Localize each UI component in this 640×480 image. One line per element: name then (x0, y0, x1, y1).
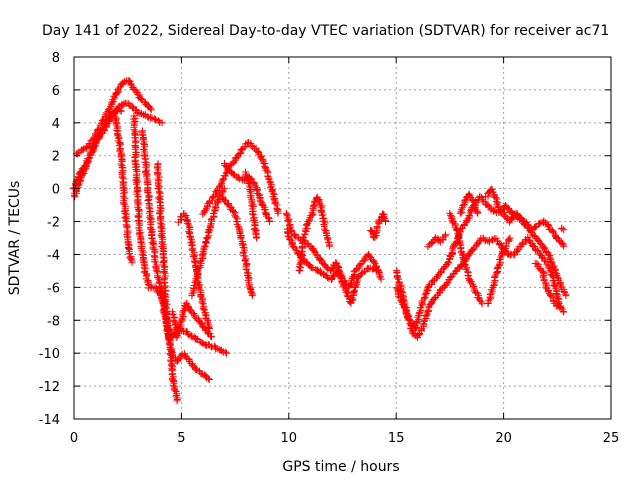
data-point (421, 317, 428, 324)
data-points (70, 77, 570, 404)
data-point (139, 131, 146, 138)
data-point (199, 299, 206, 306)
data-point (435, 237, 442, 244)
data-point (235, 224, 242, 231)
x-axis-label: GPS time / hours (282, 459, 399, 475)
chart-root: Day 141 of 2022, Sidereal Day-to-day VTE… (0, 0, 640, 480)
data-point (121, 214, 128, 221)
x-tick-label: 5 (177, 431, 185, 446)
y-tick-label: -14 (39, 413, 60, 428)
y-tick-label: 6 (52, 84, 60, 99)
data-point (189, 290, 196, 297)
y-axis-label: SDTVAR / TECUs (7, 181, 23, 296)
data-point (273, 205, 280, 212)
data-point (352, 282, 359, 289)
chart-title: Day 141 of 2022, Sidereal Day-to-day VTE… (42, 23, 609, 39)
y-tick-label: -12 (39, 380, 60, 395)
x-tick-label: 20 (495, 431, 512, 446)
y-tick-label: 4 (52, 117, 60, 132)
data-point (562, 292, 569, 299)
y-tick-label: -10 (39, 347, 60, 362)
data-point (297, 267, 304, 274)
data-point (145, 197, 152, 204)
data-point (169, 376, 176, 383)
data-point (74, 151, 81, 158)
data-point (157, 224, 164, 231)
data-point (558, 225, 565, 232)
data-point (253, 235, 260, 242)
data-point (246, 186, 253, 193)
data-point (427, 301, 434, 308)
x-tick-label: 25 (603, 431, 620, 446)
y-tick-label: 2 (52, 150, 60, 165)
x-tick-label: 15 (388, 431, 405, 446)
x-tick-label: 10 (281, 431, 298, 446)
data-point (132, 153, 139, 160)
data-point (268, 183, 275, 190)
y-tick-label: -8 (47, 314, 60, 329)
y-tick-label: 0 (52, 183, 60, 198)
y-tick-label: 8 (52, 51, 60, 66)
data-point (326, 243, 333, 250)
data-point (174, 397, 181, 404)
data-point (135, 217, 142, 224)
y-tick-label: -6 (47, 281, 60, 296)
data-point (319, 212, 326, 219)
data-point (154, 274, 161, 281)
data-point (190, 253, 197, 260)
chart-svg: Day 141 of 2022, Sidereal Day-to-day VTE… (0, 0, 640, 480)
y-tick-label: -4 (47, 248, 60, 263)
data-point (416, 309, 423, 316)
data-point (409, 329, 416, 336)
y-tick-label: -2 (47, 216, 60, 231)
data-point (192, 314, 199, 321)
data-point (144, 189, 151, 196)
x-tick-label: 0 (70, 431, 78, 446)
data-point (155, 194, 162, 201)
